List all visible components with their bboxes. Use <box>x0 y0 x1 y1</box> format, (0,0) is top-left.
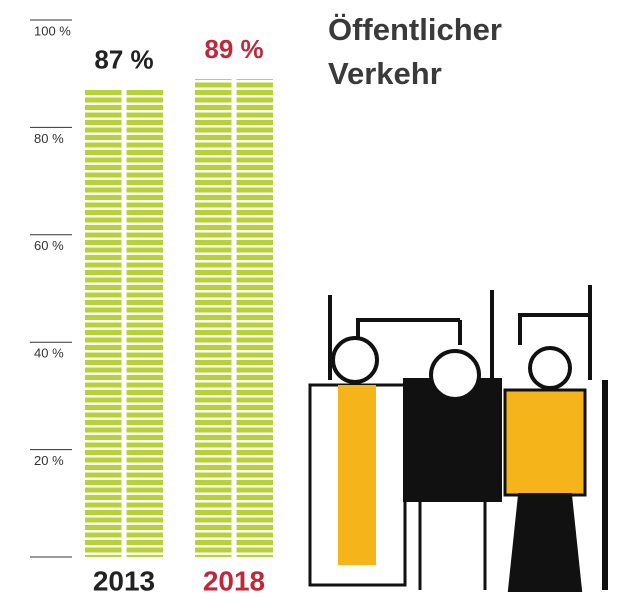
chart-title: Öffentlicher Verkehr <box>328 12 502 91</box>
value-label: 89 % <box>204 34 263 64</box>
illustration <box>308 285 608 592</box>
y-tick-label: 80 % <box>34 131 64 146</box>
x-tick-label: 2013 <box>93 565 155 596</box>
bar-gap <box>121 87 127 557</box>
y-tick-label: 20 % <box>34 453 64 468</box>
y-tick-label: 100 % <box>34 23 71 38</box>
y-tick-label: 40 % <box>34 346 64 361</box>
value-label: 87 % <box>94 45 153 75</box>
bar-gap <box>231 77 237 557</box>
x-tick-label: 2018 <box>203 565 265 596</box>
y-tick-label: 60 % <box>34 238 64 253</box>
